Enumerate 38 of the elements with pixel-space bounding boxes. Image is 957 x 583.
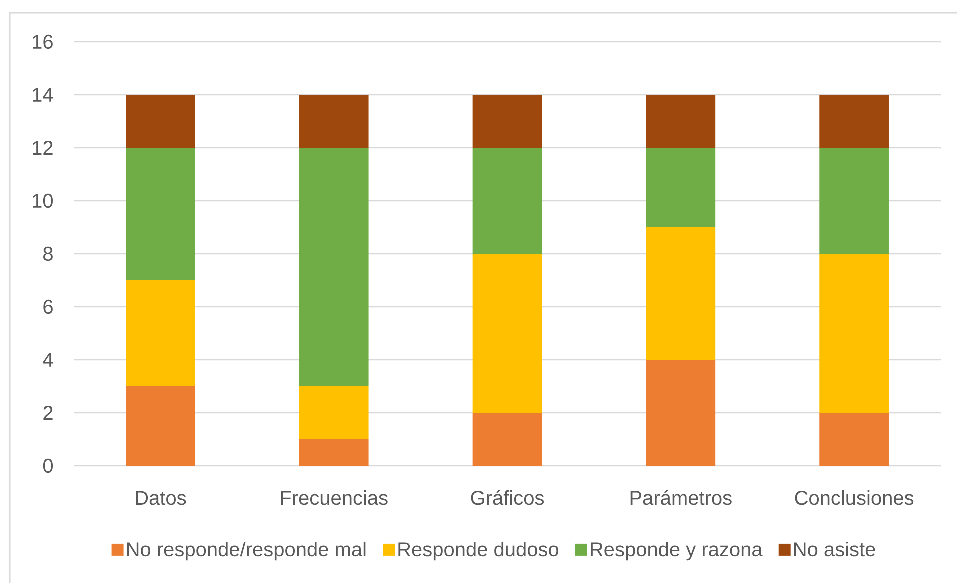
x-tick-label: Conclusiones xyxy=(795,490,914,506)
legend-label: No responde/responde mal xyxy=(127,542,366,561)
bar xyxy=(126,94,196,148)
bar xyxy=(299,386,369,440)
bar xyxy=(299,440,369,466)
x-tick-label: Datos xyxy=(136,491,186,506)
y-tick-label: 12 xyxy=(33,141,53,155)
x-tick-label: Frecuencias xyxy=(281,490,388,506)
bar xyxy=(820,148,889,254)
y-tick-label: 2 xyxy=(44,406,53,420)
bar xyxy=(646,360,716,466)
bar xyxy=(472,148,542,254)
legend-label: Responde dudoso xyxy=(398,542,559,561)
bar xyxy=(472,254,542,413)
bar xyxy=(820,94,889,148)
bar xyxy=(126,148,196,280)
x-tick-label: Parámetros xyxy=(630,490,732,506)
bar xyxy=(820,254,889,413)
x-tick-label: Gráficos xyxy=(471,490,544,506)
bar xyxy=(299,148,369,386)
bar xyxy=(646,94,716,148)
bar xyxy=(472,94,542,148)
bar xyxy=(646,148,716,228)
y-tick-label: 10 xyxy=(33,194,54,208)
y-tick-label: 0 xyxy=(43,458,54,474)
y-tick-label: 6 xyxy=(44,300,53,314)
y-tick-label: 14 xyxy=(33,88,54,102)
bar xyxy=(646,227,716,360)
bar xyxy=(472,412,542,466)
bar xyxy=(299,94,369,148)
bar xyxy=(126,280,196,386)
y-tick-label: 16 xyxy=(33,34,53,50)
y-tick-label: 8 xyxy=(44,246,53,262)
legend-label: Responde y razona xyxy=(591,542,763,561)
y-tick-label: 4 xyxy=(43,353,54,367)
bar xyxy=(126,386,196,466)
legend-label: No asiste xyxy=(794,542,876,557)
bar xyxy=(820,412,889,466)
